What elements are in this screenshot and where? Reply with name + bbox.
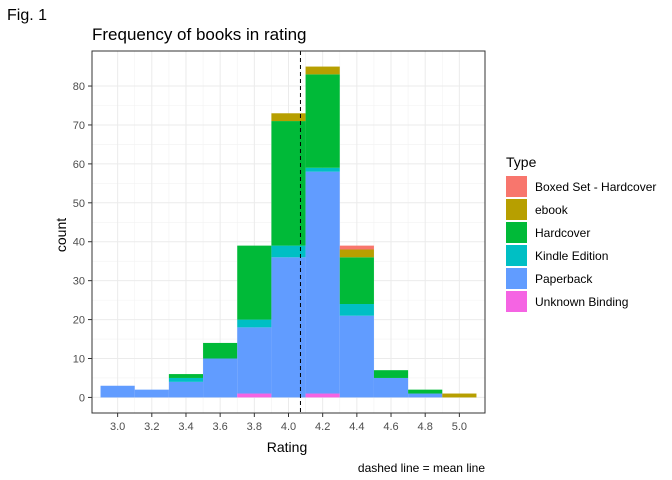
bar-segment xyxy=(408,393,443,398)
bar-segment xyxy=(339,257,374,305)
y-tick-label: 40 xyxy=(73,237,85,249)
x-tick-label: 3.8 xyxy=(247,421,262,433)
bars xyxy=(100,66,477,398)
bar-segment xyxy=(408,389,443,394)
y-tick-label: 80 xyxy=(73,81,85,93)
legend-label: Hardcover xyxy=(535,226,590,240)
x-tick-label: 3.4 xyxy=(178,421,193,433)
legend-swatch xyxy=(506,176,527,197)
bar-segment xyxy=(305,74,340,168)
y-tick-label: 10 xyxy=(73,354,85,366)
x-tick-label: 5.0 xyxy=(452,421,467,433)
x-tick-label: 4.6 xyxy=(383,421,398,433)
bar-segment xyxy=(237,245,272,320)
legend: Type Boxed Set - Hardcover ebook Hardcover… xyxy=(506,154,656,312)
legend-swatch xyxy=(506,291,527,312)
x-tick-label: 4.4 xyxy=(349,421,364,433)
bar-segment xyxy=(305,171,340,394)
x-tick-label: 3.6 xyxy=(213,421,228,433)
legend-label: Unknown Binding xyxy=(535,295,628,309)
bar-segment xyxy=(237,393,272,398)
caption: dashed line = mean line xyxy=(358,461,485,475)
bar-segment xyxy=(305,393,340,398)
y-axis: 0 10 20 30 40 50 60 70 80 xyxy=(73,81,92,404)
bar-segment xyxy=(271,245,306,258)
bar-segment xyxy=(271,257,306,398)
legend-swatch xyxy=(506,222,527,243)
legend-swatch xyxy=(506,199,527,220)
bar-segment xyxy=(134,389,169,398)
bar-segment xyxy=(203,358,238,398)
bar-segment xyxy=(237,327,272,394)
y-tick-label: 0 xyxy=(79,392,85,404)
legend-label: Boxed Set - Hardcover xyxy=(535,180,656,194)
bar-segment xyxy=(168,381,204,398)
figure-label: Fig. 1 xyxy=(7,7,48,24)
bar-segment xyxy=(168,377,204,382)
y-tick-label: 20 xyxy=(73,315,85,327)
bar-segment xyxy=(237,319,272,328)
bar-segment xyxy=(271,121,306,246)
bar-segment xyxy=(339,245,374,250)
bar-segment xyxy=(373,377,409,398)
y-tick-label: 70 xyxy=(73,120,85,132)
y-tick-label: 30 xyxy=(73,276,85,288)
y-tick-label: 50 xyxy=(73,198,85,210)
bar-segment xyxy=(305,167,340,172)
bar-segment xyxy=(339,315,374,398)
bar-segment xyxy=(271,113,306,122)
bar-segment xyxy=(305,66,340,75)
x-axis: 3.0 3.2 3.4 3.6 3.8 4.0 4.2 4.4 4.6 4.8 5.0 xyxy=(110,413,467,433)
bar-segment xyxy=(203,342,238,359)
x-tick-label: 4.0 xyxy=(281,421,296,433)
y-axis-title: count xyxy=(53,218,69,252)
y-tick-label: 60 xyxy=(73,159,85,171)
bar-segment xyxy=(168,374,204,378)
bar-segment xyxy=(373,370,409,378)
legend-swatch xyxy=(506,268,527,289)
x-tick-label: 3.0 xyxy=(110,421,125,433)
legend-swatch xyxy=(506,245,527,266)
legend-label: ebook xyxy=(535,203,569,217)
x-tick-label: 3.2 xyxy=(144,421,159,433)
chart-title: Frequency of books in rating xyxy=(92,25,307,44)
bar-segment xyxy=(442,393,477,398)
legend-label: Paperback xyxy=(535,272,593,286)
bar-segment xyxy=(100,385,135,398)
bar-segment xyxy=(339,249,374,258)
legend-items: Boxed Set - Hardcover ebook Hardcover Kindl… xyxy=(506,176,656,312)
legend-label: Kindle Edition xyxy=(535,249,608,263)
x-tick-label: 4.2 xyxy=(315,421,330,433)
bar-segment xyxy=(339,304,374,316)
legend-title: Type xyxy=(506,154,537,170)
x-axis-title: Rating xyxy=(267,439,307,455)
x-tick-label: 4.8 xyxy=(418,421,433,433)
